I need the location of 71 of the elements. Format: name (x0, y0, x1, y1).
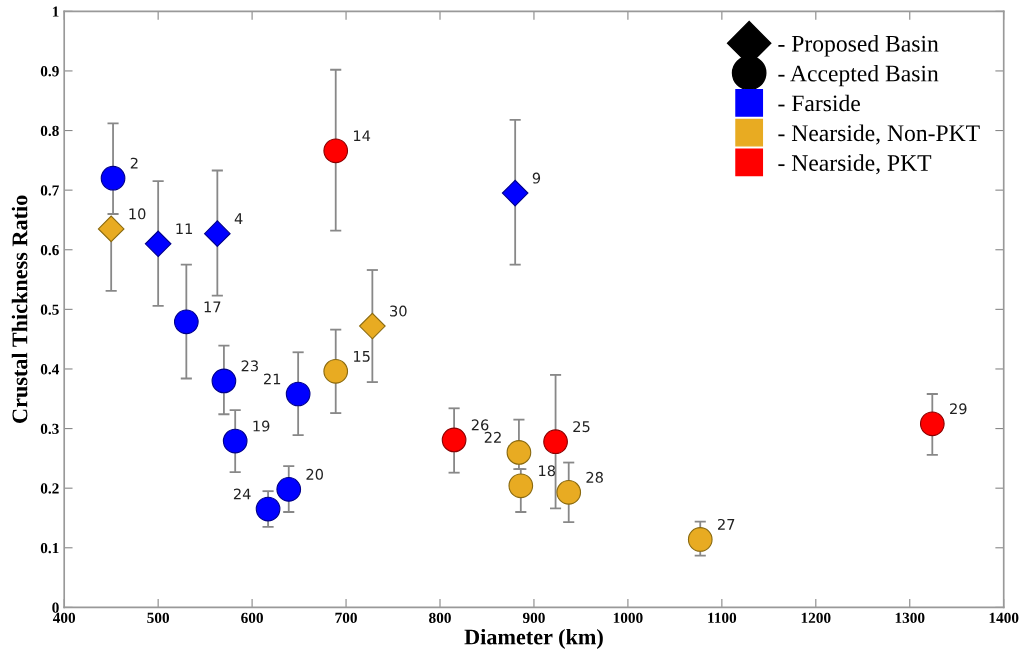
point (919, 411, 945, 437)
x-tick-label: 1000 (613, 612, 643, 623)
x-tick-label: 1300 (895, 612, 925, 623)
point (556, 479, 582, 505)
point (508, 473, 534, 499)
annotation: 30 (390, 305, 407, 317)
annotation: 23 (241, 360, 258, 372)
point (323, 138, 349, 164)
point (441, 427, 467, 453)
x-tick-label: 500 (147, 612, 170, 623)
annotation: 9 (532, 172, 541, 184)
y-tick-label: 0.6 (40, 244, 59, 256)
x-tick-label: 700 (335, 612, 357, 623)
x-tick-label: 1200 (801, 612, 831, 623)
annotation: 11 (176, 223, 193, 235)
legend-label: - Nearside, Non-PKT (778, 124, 980, 145)
y-tick-label: 0.7 (40, 185, 59, 196)
x-tick-label: 1400 (989, 612, 1019, 623)
annotation: 20 (306, 468, 323, 480)
annotation: 10 (129, 208, 146, 220)
point (359, 312, 386, 340)
y-axis-title: Crustal Thickness Ratio (11, 195, 28, 423)
point (543, 429, 568, 455)
point (687, 527, 713, 552)
annotation: 29 (950, 403, 967, 415)
annotation: 28 (586, 471, 603, 483)
point (100, 165, 126, 191)
annotation: 26 (471, 419, 489, 431)
y-tick-label: 0.5 (40, 304, 59, 315)
legend-label: - Nearside, PKT (778, 154, 932, 175)
legend-label: - Proposed Basin (778, 35, 939, 57)
x-tick-label: 1100 (708, 612, 737, 623)
y-tick-label: 0.2 (40, 483, 59, 494)
point (204, 220, 231, 247)
y-tick-label: 1 (52, 6, 59, 17)
y-tick-label: 0.9 (40, 66, 59, 77)
point (276, 477, 302, 502)
legend-label: - Farside (778, 94, 860, 112)
point (255, 496, 281, 522)
y-tick-label: 0 (52, 602, 59, 613)
point (506, 440, 532, 465)
point (144, 230, 172, 258)
annotation: 22 (484, 431, 501, 443)
legend-label: - Accepted Basin (778, 64, 939, 87)
y-tick-label: 0.8 (40, 125, 59, 137)
y-tick-label: 0.1 (40, 542, 59, 554)
y-tick-label: 0.3 (40, 423, 59, 435)
point (501, 179, 529, 207)
annotation: 17 (204, 301, 221, 313)
x-axis-title: Diameter (km) (464, 628, 603, 650)
annotation: 19 (253, 420, 270, 432)
x-tick-label: 900 (522, 612, 545, 623)
point (323, 358, 349, 384)
annotation: 4 (234, 213, 243, 224)
annotation: 15 (353, 350, 370, 362)
y-tick-label: 0.4 (40, 364, 60, 375)
x-tick-label: 400 (52, 612, 76, 623)
point (97, 215, 125, 243)
point (211, 368, 237, 394)
annotation: 14 (353, 130, 371, 142)
annotation: 18 (539, 465, 556, 477)
annotation: 27 (717, 518, 735, 530)
x-tick-label: 600 (241, 612, 263, 623)
point (285, 381, 311, 407)
point (173, 309, 199, 335)
annotation: 21 (263, 373, 281, 385)
x-tick-label: 800 (429, 612, 451, 623)
annotation: 2 (130, 157, 138, 169)
annotation: 24 (233, 488, 251, 500)
annotation: 25 (573, 421, 590, 433)
point (222, 428, 248, 454)
